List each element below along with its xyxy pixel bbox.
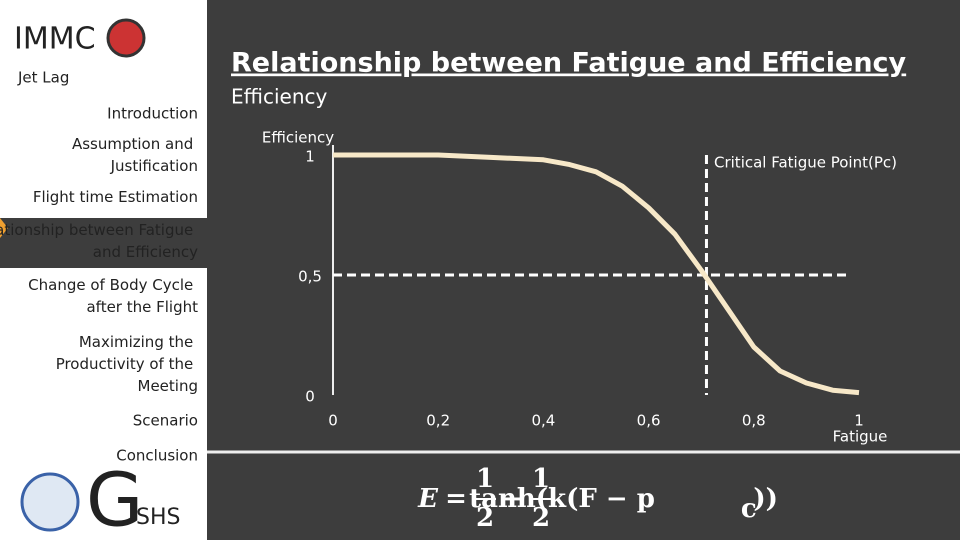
formula-part: 2: [476, 503, 494, 533]
x-tick-label: 0,6: [637, 412, 661, 430]
nav-item: Conclusion: [116, 447, 198, 465]
x-axis-label: Fatigue: [833, 428, 888, 446]
nav-item: Change of Body Cycle after the Flight: [28, 276, 198, 316]
formula-part: 1: [476, 464, 494, 494]
navigation: Introduction Assumption and Justification…: [0, 105, 198, 465]
y-axis-label: Efficiency: [262, 129, 334, 147]
y-tick-label: 1: [305, 148, 315, 166]
formula-part: E: [417, 484, 439, 514]
formula-part: 2: [532, 503, 550, 533]
nav-highlight: [0, 218, 207, 268]
nav-item: Flight time Estimation: [33, 188, 198, 206]
nav-item: Introduction: [107, 105, 198, 123]
data-line: [333, 152, 860, 396]
formula-part: −: [501, 484, 523, 514]
x-tick-label: 0: [328, 412, 338, 430]
sidebar-bg: [0, 0, 207, 540]
nav-item: Relationship between Fatigue and Efficie…: [0, 221, 198, 261]
logo-rest: SHS: [136, 505, 180, 530]
formula-part: tanh(k(F − p: [469, 484, 655, 514]
brand: IMMC: [14, 22, 96, 57]
formula-part: =: [445, 484, 467, 514]
nav-item: Scenario: [133, 412, 198, 430]
nav-marker: [0, 218, 8, 238]
x-tick-label: 0,8: [742, 412, 766, 430]
formula-part: )): [753, 484, 778, 514]
formula-part: 1: [532, 464, 550, 494]
topic: Jet Lag: [17, 69, 69, 87]
school-logo: [20, 472, 80, 532]
slide-subtitle: Efficiency: [231, 85, 328, 109]
brand-logo: [106, 18, 146, 58]
x-tick-label: 1: [854, 412, 864, 430]
nav-item: Maximizing the Productivity of the Meeti…: [56, 333, 198, 395]
y-tick-label: 0: [305, 388, 315, 406]
nav-item: Assumption and Justification: [72, 135, 198, 175]
x-tick-label: 0,4: [531, 412, 555, 430]
x-tick-label: 0,2: [426, 412, 450, 430]
chart: 0 0,2 0,4 0,6 0,8 100,51EfficiencyFatigueCrit…: [262, 129, 897, 446]
annotation: Critical Fatigue Point(Pc): [714, 154, 897, 172]
slide-title: Relationship between Fatigue and Efficie…: [231, 48, 907, 79]
y-tick-label: 0,5: [298, 268, 322, 286]
formula-part: c: [741, 494, 757, 524]
logo-initial: G: [86, 458, 143, 540]
